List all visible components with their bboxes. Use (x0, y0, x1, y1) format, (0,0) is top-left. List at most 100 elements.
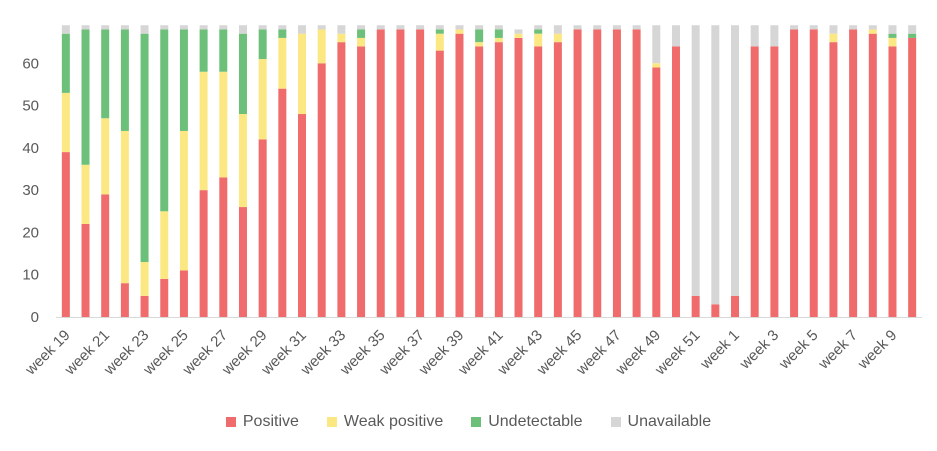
x-tick-label: week 7 (815, 327, 861, 373)
y-tick-label: 0 (31, 309, 39, 326)
legend-label: Weak positive (343, 413, 444, 430)
bar-segment-weak-positive (514, 33, 523, 38)
bar-segment-positive (652, 67, 661, 317)
bar-segment-weak-positive (455, 29, 464, 34)
legend-item-weak-positive: Weak positive (326, 413, 444, 431)
legend-item-positive: Positive (225, 413, 299, 431)
bar-segment-unavailable (750, 25, 759, 47)
legend-swatch (225, 417, 236, 427)
bar-segment-positive (317, 63, 326, 317)
bar-segment-unavailable (593, 25, 602, 30)
bar-segment-positive (553, 42, 562, 317)
bar-segment-positive (632, 29, 641, 318)
bar-segment-weak-positive (199, 71, 208, 191)
bar-segment-positive (376, 29, 385, 318)
bar-segment-unavailable (770, 25, 779, 47)
bar-segment-positive (337, 42, 346, 317)
bar-segment-unavailable (849, 25, 858, 30)
legend-swatch (610, 417, 621, 427)
bar-segment-positive (809, 29, 818, 318)
x-tick-label: week 1 (697, 327, 743, 373)
bar-segment-positive (120, 283, 129, 317)
bar-segment-positive (455, 33, 464, 317)
bar-segment-unavailable (357, 25, 366, 30)
bar-segment-weak-positive (61, 92, 70, 153)
bar-segment-positive (868, 33, 877, 317)
bar-segment-positive (849, 29, 858, 318)
bar-segment-positive (671, 46, 680, 318)
bar-segment-unavailable (809, 25, 818, 30)
bar-segment-unavailable (298, 25, 307, 34)
bar-segment-unavailable (494, 25, 503, 30)
bar-segment-weak-positive (888, 37, 897, 47)
bar-segment-unavailable (652, 25, 661, 64)
bar-segment-weak-positive (179, 130, 188, 271)
legend-item-unavailable: Unavailable (610, 413, 712, 431)
bar-segment-unavailable (691, 25, 700, 296)
bar-segment-positive (258, 139, 267, 317)
chart-legend: Positive Weak positive Undetectable Unavail… (0, 413, 937, 431)
y-tick-label: 20 (22, 224, 39, 241)
x-tick-label: week 3 (736, 327, 782, 373)
bar-segment-unavailable (711, 25, 720, 305)
bar-segment-positive (612, 29, 621, 318)
legend-swatch (326, 417, 337, 427)
bar-segment-unavailable (435, 25, 444, 30)
bar-segment-unavailable (258, 25, 267, 30)
bar-segment-positive (416, 29, 425, 318)
bar-segment-unavailable (120, 25, 129, 30)
bar-segment-unavailable (731, 25, 740, 296)
bar-segment-undetectable (81, 29, 90, 165)
bar-segment-unavailable (790, 25, 799, 30)
bar-segment-weak-positive (219, 71, 228, 178)
bar-segment-weak-positive (81, 164, 90, 224)
bar-segment-positive (731, 295, 740, 317)
bar-segment-unavailable (632, 25, 641, 30)
bar-segment-unavailable (278, 25, 287, 30)
bar-segment-undetectable (179, 29, 188, 131)
bar-segment-positive (81, 223, 90, 317)
bar-segment-weak-positive (238, 114, 247, 208)
bar-segment-positive (475, 46, 484, 318)
bar-segment-positive (534, 46, 543, 318)
bar-segment-unavailable (829, 25, 838, 34)
bar-segment-unavailable (238, 25, 247, 34)
x-tick-label: week 5 (775, 327, 821, 373)
bar-segment-unavailable (416, 25, 425, 30)
y-axis: 0 10 20 30 40 50 60 (22, 55, 39, 326)
bar-segment-undetectable (435, 29, 444, 34)
bar-segment-undetectable (357, 29, 366, 38)
bar-segment-undetectable (278, 29, 287, 38)
bar-segment-unavailable (61, 25, 70, 34)
bar-segment-positive (160, 278, 169, 317)
bar-segment-weak-positive (494, 37, 503, 43)
bar-segment-undetectable (140, 33, 149, 263)
legend-label: Unavailable (627, 413, 712, 430)
bar-segment-undetectable (908, 33, 917, 38)
bar-segment-unavailable (475, 25, 484, 30)
bar-segment-positive (179, 270, 188, 317)
bar-segment-positive (908, 37, 917, 317)
bar-segment-positive (790, 29, 799, 318)
bar-segment-unavailable (455, 25, 464, 30)
bar-segment-unavailable (101, 25, 110, 30)
bar-segment-weak-positive (140, 262, 149, 296)
bar-segment-unavailable (317, 25, 326, 30)
bar-segment-positive (278, 88, 287, 317)
y-tick-label: 60 (22, 55, 39, 72)
legend-label: Undetectable (488, 413, 583, 430)
bar-segment-unavailable (573, 25, 582, 30)
bar-segment-weak-positive (553, 33, 562, 43)
bar-segment-weak-positive (357, 37, 366, 47)
bar-segment-undetectable (258, 29, 267, 60)
y-tick-label: 40 (22, 140, 39, 157)
y-tick-label: 50 (22, 98, 39, 115)
bar-segment-undetectable (238, 33, 247, 115)
bar-segment-weak-positive (298, 33, 307, 115)
legend-item-undetectable: Undetectable (471, 413, 583, 431)
bar-segment-weak-positive (317, 29, 326, 64)
bar-segment-unavailable (376, 25, 385, 30)
bar-segment-unavailable (219, 25, 228, 30)
legend-label: Positive (242, 413, 299, 430)
